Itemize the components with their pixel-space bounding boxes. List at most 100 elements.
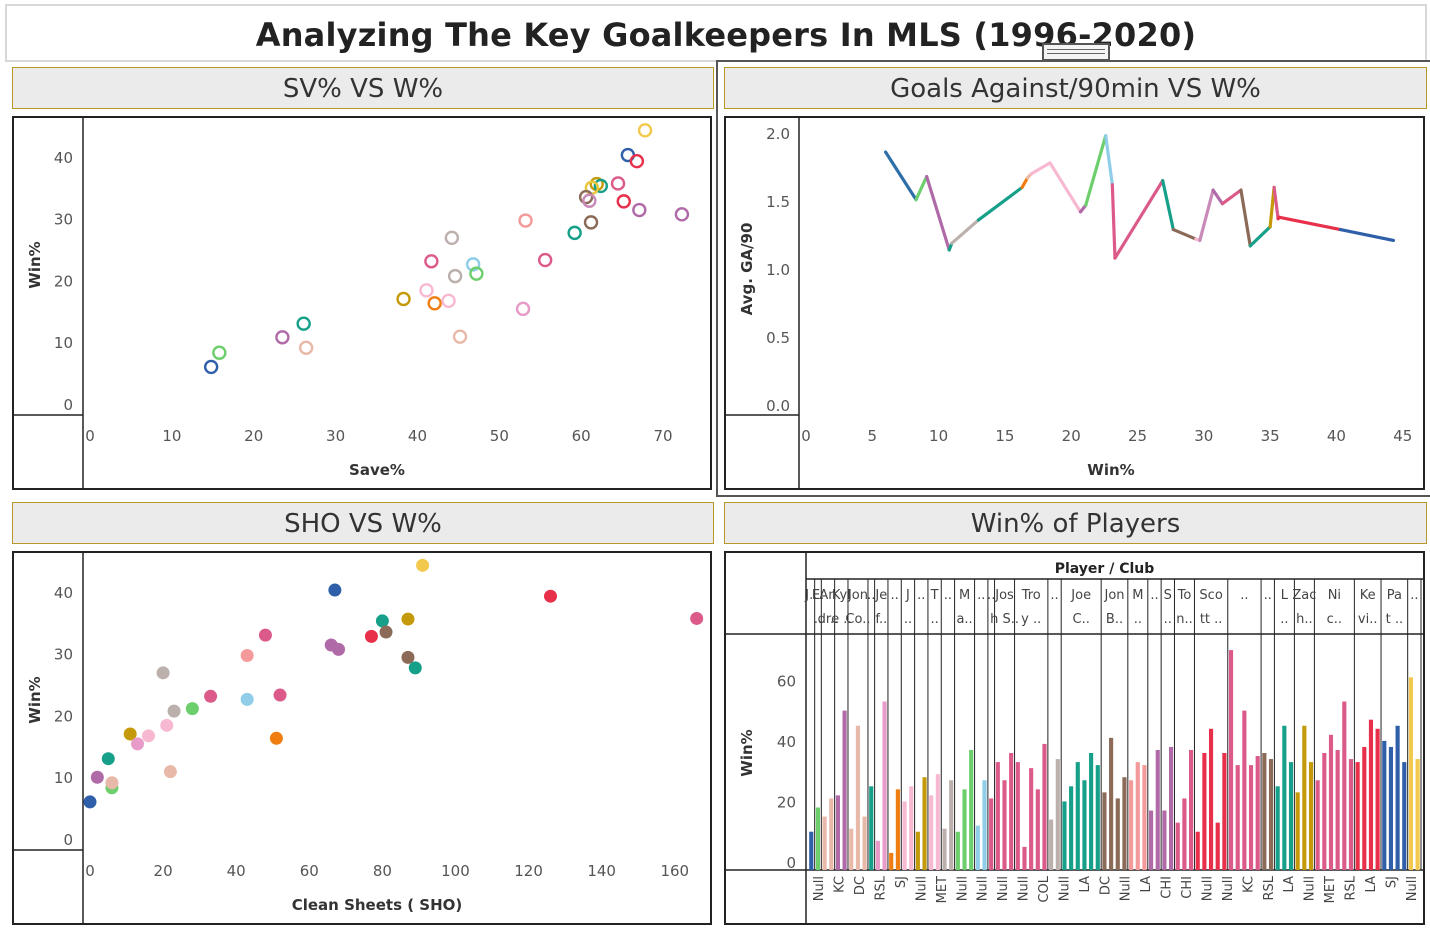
sho-vs-w-chart[interactable]: 0 10 20 30 40 0 20 40 60 80 100 120 140 160 Clean Shee… bbox=[12, 551, 712, 925]
x-tick-label: 160 bbox=[660, 862, 689, 880]
bar bbox=[849, 828, 854, 870]
x-tick-label: 40 bbox=[1327, 427, 1346, 445]
bar bbox=[1042, 743, 1047, 870]
club-label: LA bbox=[1078, 876, 1093, 893]
drag-handle-icon[interactable] bbox=[1042, 43, 1110, 61]
scatter-point bbox=[401, 650, 415, 664]
x-tick-label: 40 bbox=[227, 862, 246, 880]
sho-panel-title: SHO VS W% bbox=[12, 502, 714, 544]
y-axis-title: Win% bbox=[26, 241, 44, 288]
club-label: RSL bbox=[1262, 875, 1277, 900]
bar bbox=[829, 798, 834, 870]
scatter-point bbox=[582, 193, 597, 208]
bar bbox=[1129, 780, 1134, 870]
bar bbox=[1328, 734, 1334, 870]
bar bbox=[989, 798, 994, 870]
club-label: DC bbox=[853, 876, 868, 895]
x-tick-label: 0 bbox=[85, 862, 95, 880]
bar bbox=[975, 825, 980, 870]
scatter-point bbox=[105, 776, 119, 790]
bar bbox=[1149, 810, 1154, 870]
club-label: LA bbox=[1364, 876, 1379, 893]
bar bbox=[1142, 765, 1147, 870]
club-label: Null bbox=[1405, 876, 1420, 901]
scatter-point bbox=[583, 215, 599, 230]
bar bbox=[929, 795, 934, 870]
club-label: KC bbox=[1241, 876, 1256, 893]
series-line-segment bbox=[950, 218, 980, 245]
x-tick-label: 20 bbox=[244, 427, 263, 445]
player-name-label: .. bbox=[1050, 588, 1058, 603]
bar bbox=[1169, 746, 1174, 870]
club-label: Null bbox=[955, 876, 970, 901]
x-tick-label: 30 bbox=[1194, 427, 1213, 445]
player-name-label: y .. bbox=[1021, 612, 1041, 627]
ga-vs-w-chart[interactable]: 0.0 0.5 1.0 1.5 2.0 0 5 10 15 20 25 30 35 40 45 Win% Avg… bbox=[724, 116, 1425, 490]
bar bbox=[1202, 753, 1207, 870]
player-name-label: .. bbox=[867, 588, 875, 603]
bar bbox=[889, 852, 894, 870]
bar bbox=[969, 749, 974, 870]
x-tick-label: 15 bbox=[995, 427, 1014, 445]
scatter-point bbox=[185, 702, 199, 716]
x-tick-label: 10 bbox=[162, 427, 181, 445]
series-line-segment bbox=[883, 150, 918, 202]
y-tick-label: 60 bbox=[777, 672, 796, 690]
win-pct-bar-chart[interactable]: Player / Club 0 20 40 60 Win% J.. E... An dr.. Kyl… bbox=[724, 551, 1425, 925]
scatter-point bbox=[167, 704, 181, 718]
series-line-segment bbox=[1171, 227, 1198, 241]
y-tick-label: 2.0 bbox=[766, 125, 790, 143]
bar bbox=[1188, 749, 1194, 870]
y-tick-label: 10 bbox=[54, 769, 73, 787]
bar bbox=[909, 786, 914, 870]
sho-scatter-svg: 0 10 20 30 40 0 20 40 60 80 100 120 140 160 Clean Shee… bbox=[14, 553, 704, 923]
player-name-label: J.. bbox=[804, 588, 817, 603]
player-name-label: M bbox=[1132, 588, 1143, 603]
bar bbox=[1082, 780, 1087, 870]
bar bbox=[1135, 762, 1140, 870]
bar bbox=[1368, 719, 1374, 870]
club-label: LA bbox=[1282, 876, 1297, 893]
scatter-point bbox=[629, 154, 645, 169]
player-name-label: .. bbox=[977, 588, 985, 603]
bar bbox=[1182, 798, 1187, 870]
bar bbox=[922, 777, 927, 870]
player-name-label: Kyl bbox=[832, 588, 851, 603]
player-name-label: .. bbox=[987, 588, 995, 603]
bar bbox=[1075, 762, 1080, 870]
series-line-segment bbox=[1161, 178, 1175, 232]
scatter-point bbox=[637, 123, 653, 138]
ga-line-svg: 0.0 0.5 1.0 1.5 2.0 0 5 10 15 20 25 30 35 40 45 Win% Avg… bbox=[726, 118, 1412, 488]
player-name-label: .. bbox=[944, 588, 952, 603]
y-axis-title: Win% bbox=[26, 676, 44, 723]
player-name-label: Je bbox=[874, 588, 887, 603]
bar-header-label: Player / Club bbox=[1055, 561, 1155, 577]
sv-scatter-svg: 0 10 20 30 40 0 10 20 30 40 50 60 70 Save% Win% bbox=[14, 118, 690, 488]
player-name-label: An bbox=[819, 588, 836, 603]
series-line-segment bbox=[1029, 161, 1052, 176]
bar bbox=[1362, 746, 1367, 870]
scatter-point bbox=[444, 230, 460, 246]
x-tick-label: 0 bbox=[85, 427, 95, 445]
bar bbox=[1315, 780, 1320, 870]
player-name-label: Jon bbox=[847, 588, 868, 603]
club-label: Null bbox=[1119, 876, 1134, 901]
player-name-label: Tro bbox=[1021, 588, 1041, 603]
x-tick-label: 70 bbox=[654, 427, 673, 445]
y-tick-label: 0 bbox=[63, 396, 73, 414]
bar bbox=[1215, 822, 1220, 870]
bar bbox=[1208, 728, 1214, 870]
player-name-label: .. bbox=[1264, 588, 1272, 603]
scatter-point bbox=[328, 583, 342, 597]
player-name-label: tt .. bbox=[1200, 612, 1223, 627]
club-label: Null bbox=[976, 876, 991, 901]
series-line-segment bbox=[1272, 185, 1280, 221]
bar bbox=[1282, 725, 1287, 870]
scatter-point bbox=[90, 770, 104, 784]
scatter-point bbox=[578, 189, 594, 205]
player-name-label: t .. bbox=[1386, 612, 1404, 627]
sv-vs-w-chart[interactable]: 0 10 20 30 40 0 10 20 30 40 50 60 70 Save% Win% bbox=[12, 116, 712, 490]
bar bbox=[1322, 753, 1327, 870]
x-axis-title: Win% bbox=[1087, 461, 1134, 479]
player-name-label: .. bbox=[1280, 612, 1288, 627]
